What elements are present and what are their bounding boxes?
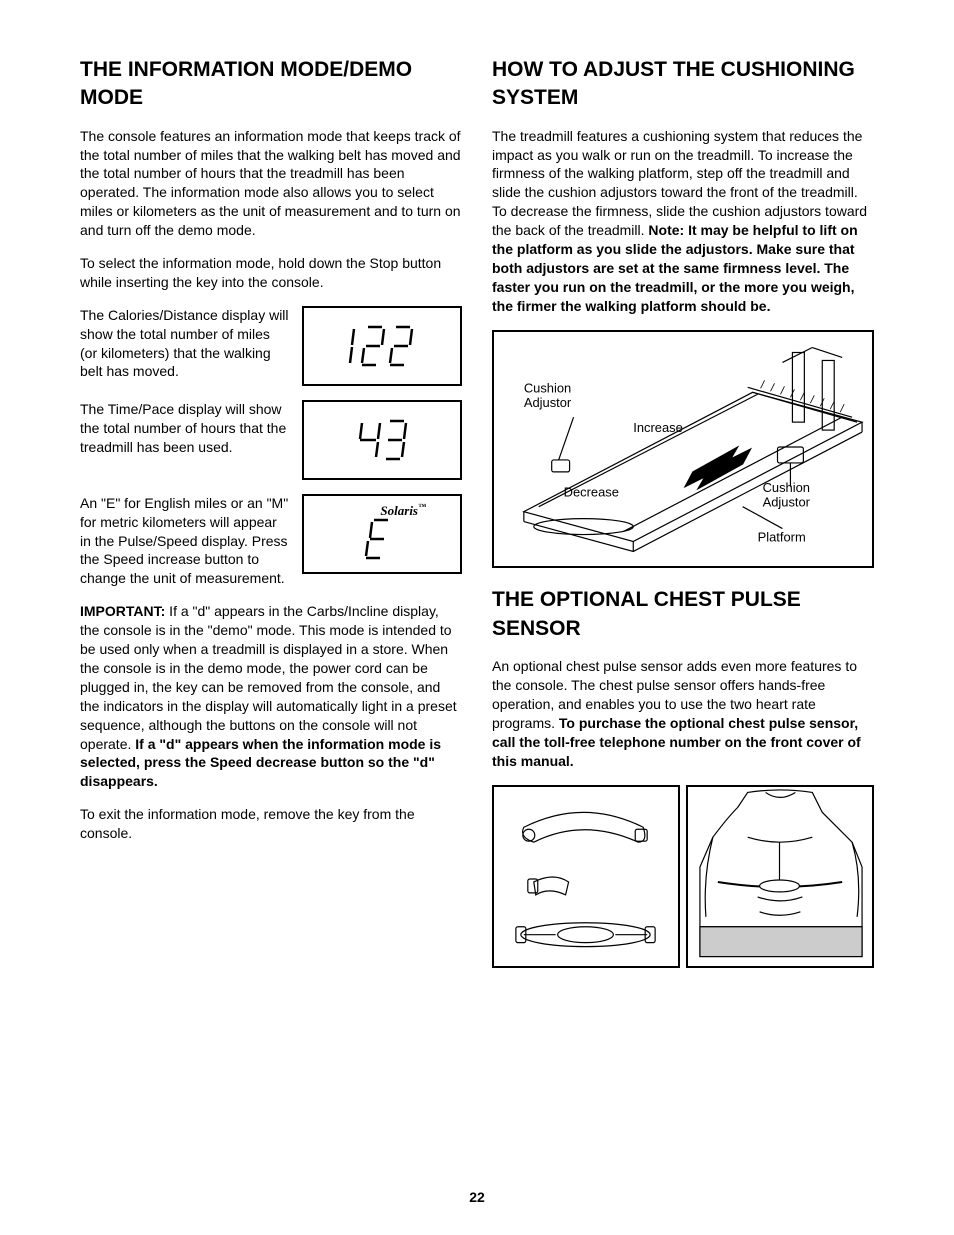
- label-cushion-adjustor-1: Cushion: [524, 380, 571, 395]
- cushioning-para: The treadmill features a cushioning syst…: [492, 127, 874, 316]
- chest-pulse-para: An optional chest pulse sensor adds even…: [492, 657, 874, 770]
- label-cushion-adjustor-2: Cushion: [763, 479, 810, 494]
- lcd-display-hours: [302, 400, 462, 480]
- chest-strap-wearing-icon: [688, 787, 872, 962]
- left-column: THE INFORMATION MODE/DEMO MODE The conso…: [80, 56, 462, 986]
- chest-pulse-heading: THE OPTIONAL CHEST PULSE SENSOR: [492, 586, 874, 643]
- lcd-display-unit: Solaris™: [302, 494, 462, 574]
- treadmill-platform-icon: Cushion Adjustor Increase Decrease Cushi…: [494, 332, 872, 562]
- chest-strap-parts-icon: [494, 787, 678, 962]
- page-number: 22: [0, 1189, 954, 1205]
- svg-text:Adjustor: Adjustor: [524, 395, 572, 410]
- calories-distance-text: The Calories/Distance display will show …: [80, 306, 290, 382]
- important-label: IMPORTANT:: [80, 603, 165, 619]
- label-increase: Increase: [633, 420, 683, 435]
- seven-segment-e-icon: [332, 514, 432, 564]
- info-mode-heading: THE INFORMATION MODE/DEMO MODE: [80, 56, 462, 113]
- seven-segment-122-icon: [332, 321, 432, 371]
- label-decrease: Decrease: [564, 484, 619, 499]
- solaris-brand-label: Solaris™: [380, 502, 426, 520]
- exit-info-para: To exit the information mode, remove the…: [80, 805, 462, 843]
- svg-text:Adjustor: Adjustor: [763, 494, 811, 509]
- label-platform: Platform: [758, 529, 806, 544]
- important-note: IMPORTANT: If a "d" appears in the Carbs…: [80, 602, 462, 791]
- info-select-para: To select the information mode, hold dow…: [80, 254, 462, 292]
- cushioning-diagram: Cushion Adjustor Increase Decrease Cushi…: [492, 330, 874, 569]
- lcd-display-miles: [302, 306, 462, 386]
- english-metric-text: An "E" for English miles or an "M" for m…: [80, 494, 290, 588]
- right-column: HOW TO ADJUST THE CUSHIONING SYSTEM The …: [492, 56, 874, 986]
- seven-segment-43-icon: [332, 415, 432, 465]
- chest-strap-parts-diagram: [492, 785, 680, 969]
- chest-strap-wearing-diagram: [686, 785, 874, 969]
- time-pace-text: The Time/Pace display will show the tota…: [80, 400, 290, 457]
- cushioning-heading: HOW TO ADJUST THE CUSHIONING SYSTEM: [492, 56, 874, 113]
- info-intro-para: The console features an information mode…: [80, 127, 462, 240]
